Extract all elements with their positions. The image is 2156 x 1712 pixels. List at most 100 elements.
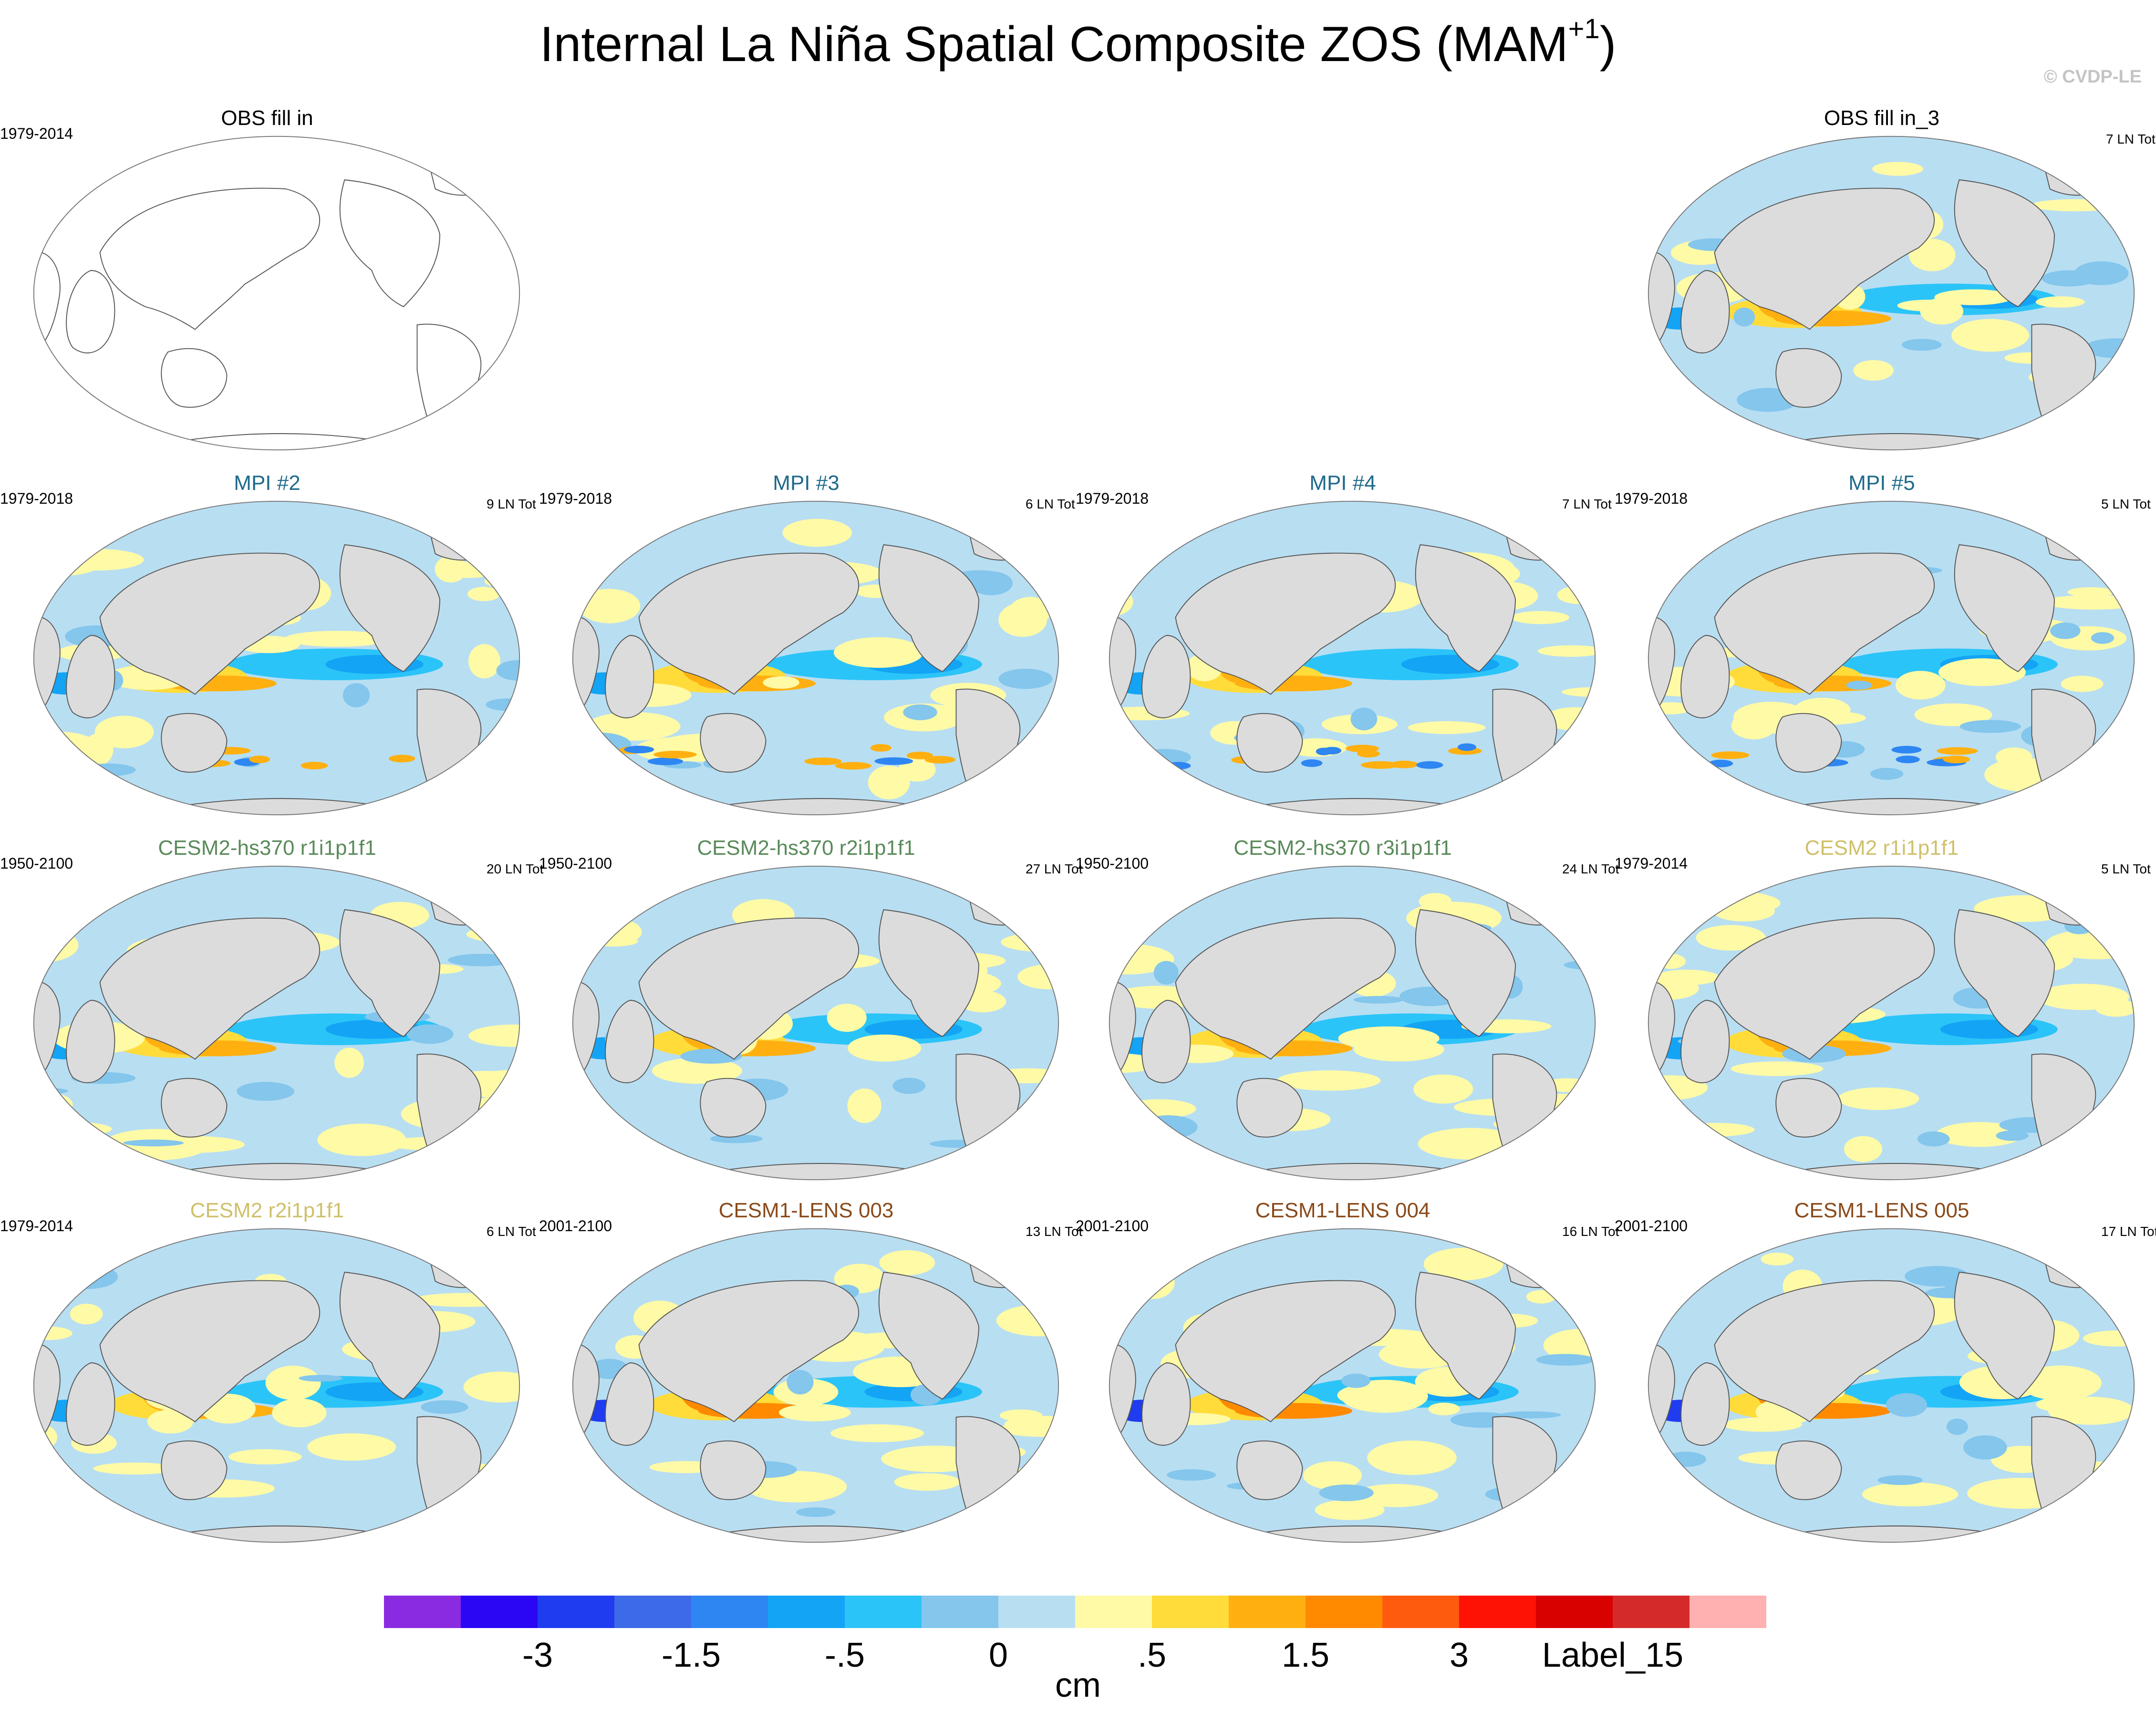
colorbar-label: 1.5 <box>1281 1636 1330 1674</box>
anomaly-contour <box>123 1140 184 1147</box>
landmass <box>1714 1280 1935 1422</box>
anomaly-contour <box>572 732 632 757</box>
anomaly-contour <box>496 660 520 681</box>
landmass <box>638 917 860 1060</box>
anomaly-contour <box>1457 743 1477 751</box>
anomaly-contour <box>83 733 114 766</box>
anomaly-contour <box>299 1375 342 1382</box>
landmass <box>1505 898 1566 926</box>
anomaly-contour <box>1360 761 1400 769</box>
anomaly-contour <box>284 631 391 647</box>
anomaly-contour <box>1277 1070 1381 1091</box>
colorbar-swatch <box>614 1596 691 1628</box>
map-border <box>572 1228 1059 1543</box>
anomaly-contour <box>1651 388 1684 402</box>
anomaly-contour <box>53 757 69 766</box>
anomaly-contour <box>491 1482 520 1490</box>
anomaly-contour <box>1696 925 1766 951</box>
landmass <box>430 533 490 561</box>
panel-years: 1950-2100 <box>539 855 612 872</box>
landmass <box>339 1271 440 1400</box>
landmass <box>430 1261 490 1288</box>
map-border <box>1109 500 1596 816</box>
anomaly-contour <box>57 1264 118 1289</box>
anomaly-contour <box>33 774 92 794</box>
anomaly-contour <box>1562 764 1596 783</box>
anomaly-contour <box>1557 586 1596 604</box>
landmass <box>605 1000 654 1083</box>
map-border <box>33 135 520 451</box>
anomaly-contour <box>1678 1123 1755 1137</box>
anomaly-contour <box>870 744 891 752</box>
anomaly-contour <box>577 1254 644 1278</box>
anomaly-contour <box>1648 521 1717 543</box>
colorbar-units: cm <box>1055 1666 1101 1704</box>
anomaly-contour <box>1301 759 1323 767</box>
landmass <box>2044 168 2105 196</box>
anomaly-contour <box>868 766 910 799</box>
map-border <box>1109 1228 1596 1543</box>
landmass <box>1492 1053 1557 1173</box>
anomaly-contour <box>468 1024 520 1047</box>
landmass <box>2044 898 2105 926</box>
landmass <box>878 544 979 673</box>
panel-event-count: 6 LN Tot <box>1026 497 1075 511</box>
colorbar-swatch <box>768 1596 845 1628</box>
anomaly-contour <box>1367 1440 1457 1475</box>
landmass <box>2044 533 2105 561</box>
landmass <box>1415 544 1516 673</box>
anomaly-contour <box>1959 720 2021 733</box>
anomaly-contour <box>779 1403 851 1421</box>
landmass <box>1415 909 1516 1038</box>
landmass <box>1714 552 1935 695</box>
anomaly-contour <box>1413 1074 1473 1104</box>
anomaly-contour <box>1319 1484 1374 1501</box>
map-panel: MPI #5 1979-2018 5 LN Tot <box>1615 470 2151 818</box>
anomaly-contour <box>1908 239 1956 271</box>
anomaly-contour <box>1901 339 1942 351</box>
panel-years: 1950-2100 <box>1076 855 1149 872</box>
anomaly-contour <box>2072 893 2125 914</box>
map-border <box>1648 135 2135 451</box>
anomaly-contour <box>1676 891 1781 915</box>
anomaly-contour <box>37 1129 75 1151</box>
landmass <box>416 1416 482 1536</box>
anomaly-contour <box>647 757 684 766</box>
panel-event-count: 5 LN Tot <box>2101 861 2151 876</box>
anomaly-contour <box>2107 192 2135 209</box>
anomaly-contour <box>1015 1474 1059 1496</box>
anomaly-contour <box>1917 1131 1950 1147</box>
anomaly-contour <box>1564 960 1596 970</box>
anomaly-contour <box>1665 1452 1706 1467</box>
landmass <box>99 1280 321 1422</box>
map-border <box>33 500 520 816</box>
world-map <box>1109 865 1596 1181</box>
landmass <box>1492 1416 1557 1536</box>
anomaly-contour <box>448 954 515 966</box>
anomaly-contour <box>265 1365 321 1400</box>
anomaly-contour <box>33 1327 73 1340</box>
landmass <box>969 1261 1029 1288</box>
panel-years: 2001-2100 <box>539 1217 612 1235</box>
anomaly-contour <box>2091 632 2115 644</box>
anomaly-contour <box>796 1507 836 1517</box>
colorbar-label: .5 <box>1137 1636 1167 1674</box>
anomaly-contour <box>1341 1373 1370 1388</box>
anomaly-contour <box>2048 1397 2135 1425</box>
anomaly-contour <box>1561 687 1596 697</box>
landmass <box>2031 1416 2096 1536</box>
landmass <box>161 713 228 773</box>
landmass <box>955 1053 1021 1173</box>
anomaly-contour <box>33 1298 70 1311</box>
anomaly-contour <box>2083 1330 2135 1347</box>
colorbar-swatch <box>384 1596 461 1628</box>
landmass <box>638 552 860 695</box>
anomaly-contour <box>342 683 370 707</box>
anomaly-contour <box>1132 1266 1175 1299</box>
landmass <box>2044 1261 2105 1288</box>
anomaly-contour <box>1761 1252 1794 1266</box>
landmass <box>1775 348 1842 408</box>
anomaly-contour <box>1731 1061 1824 1076</box>
panel-event-count: 27 LN Tot <box>1026 861 1083 876</box>
anomaly-contour <box>388 755 415 763</box>
